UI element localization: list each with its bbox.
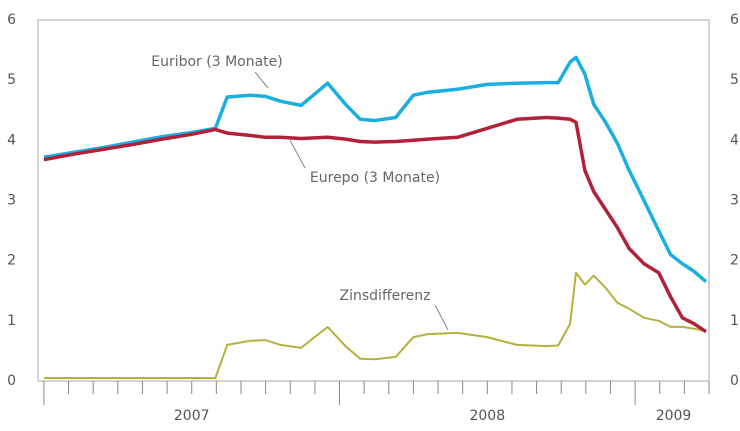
plot-frame bbox=[37, 19, 710, 382]
y2-tick-label: 6 bbox=[730, 12, 739, 28]
y-tick-label: 1 bbox=[7, 313, 16, 329]
series-label: Zinsdifferenz bbox=[340, 288, 431, 304]
x-tick-label: 2008 bbox=[469, 408, 505, 424]
x-tick-label: 2009 bbox=[656, 408, 692, 424]
y2-tick-label: 5 bbox=[730, 72, 739, 88]
y-tick-label: 5 bbox=[7, 72, 16, 88]
y2-tick-label: 1 bbox=[730, 313, 739, 329]
y2-tick-label: 4 bbox=[730, 132, 739, 148]
y2-tick-label: 0 bbox=[730, 373, 739, 389]
y-tick-label: 3 bbox=[7, 193, 16, 209]
y-tick-label: 4 bbox=[7, 132, 16, 148]
x-tick-label: 2007 bbox=[174, 408, 210, 424]
leader-line bbox=[289, 139, 306, 169]
y-tick-label: 6 bbox=[7, 12, 16, 28]
y2-tick-label: 3 bbox=[730, 193, 739, 209]
series-line bbox=[43, 115, 707, 334]
series-label: Euribor (3 Monate) bbox=[151, 54, 283, 70]
y2-tick-label: 2 bbox=[730, 253, 739, 269]
series-label: Eurepo (3 Monate) bbox=[310, 170, 440, 186]
y-tick-label: 2 bbox=[7, 253, 16, 269]
leader-line bbox=[254, 71, 269, 89]
leader-line bbox=[434, 304, 449, 331]
series-line bbox=[43, 271, 707, 379]
y-tick-label: 0 bbox=[7, 373, 16, 389]
